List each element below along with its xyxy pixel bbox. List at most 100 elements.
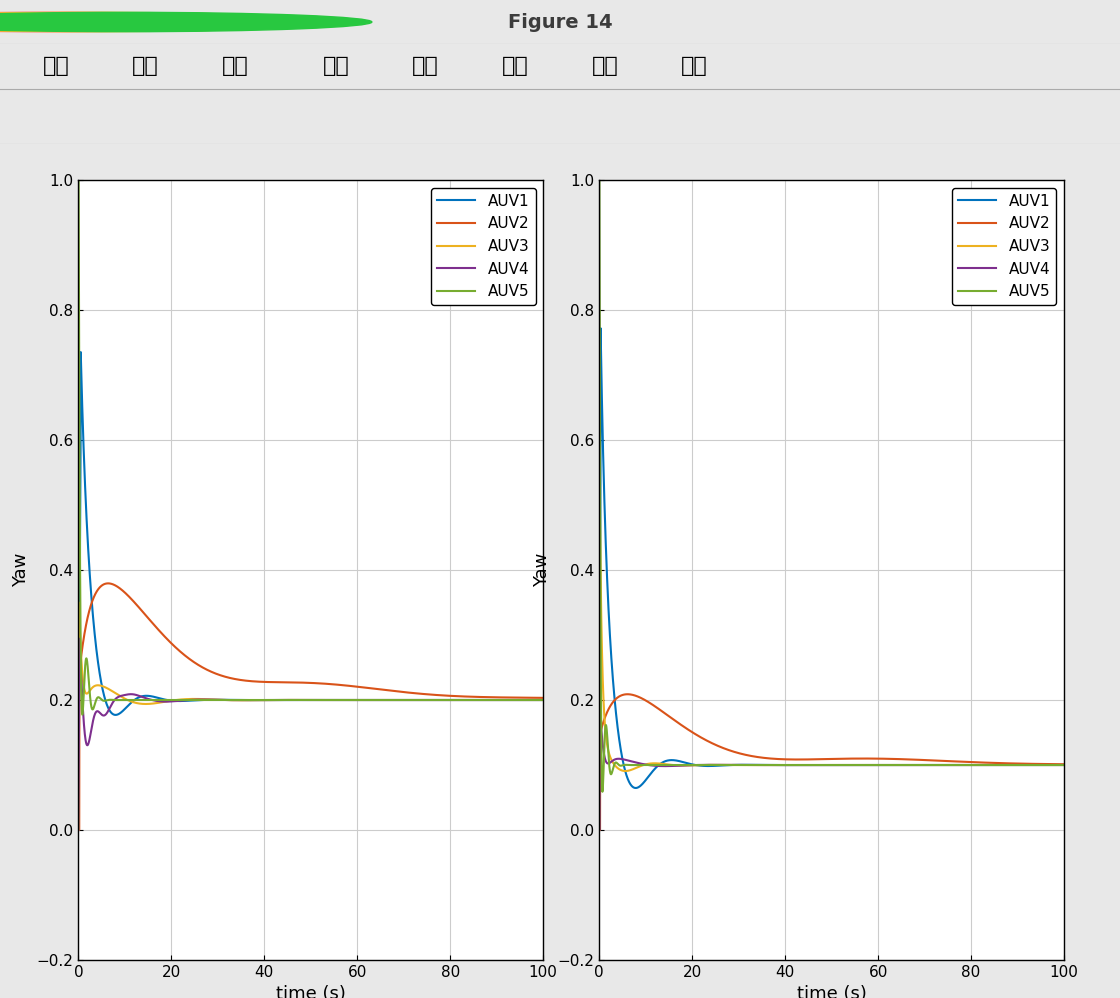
Y-axis label: Yaw: Yaw [532,553,551,587]
AUV1 [74,346,87,358]
AUV5 [1057,759,1071,771]
AUV4 [73,633,86,645]
Line: AUV3: AUV3 [78,603,543,830]
AUV5 [454,694,467,706]
AUV4 [592,701,606,713]
X-axis label: time (s): time (s) [276,985,346,998]
AUV2 [771,752,784,764]
AUV4 [419,694,432,706]
AUV4 [871,759,885,771]
AUV3 [250,695,263,707]
AUV3 [592,824,606,836]
AUV3 [871,759,885,771]
AUV3 [156,696,169,708]
Y-axis label: Yaw: Yaw [11,553,30,587]
AUV5 [536,694,550,706]
AUV4 [454,694,467,706]
AUV2 [940,755,953,767]
AUV4 [895,759,908,771]
AUV1 [592,824,606,836]
AUV2 [676,721,690,733]
AUV5 [974,759,988,771]
Line: AUV2: AUV2 [599,695,1064,830]
AUV5 [940,759,953,771]
Legend: AUV1, AUV2, AUV3, AUV4, AUV5: AUV1, AUV2, AUV3, AUV4, AUV5 [952,188,1056,305]
AUV1 [156,694,169,706]
AUV4 [536,694,550,706]
AUV2 [536,692,550,704]
X-axis label: time (s): time (s) [796,985,867,998]
AUV3 [940,759,953,771]
AUV1 [676,756,690,768]
AUV5 [771,759,784,771]
Circle shape [0,12,372,32]
AUV1 [536,694,550,706]
AUV3 [1057,759,1071,771]
AUV2 [871,752,885,764]
AUV1 [374,694,388,706]
AUV5 [419,694,432,706]
AUV5 [592,174,606,186]
AUV4 [374,694,388,706]
AUV3 [536,694,550,706]
Text: 文件: 文件 [43,57,69,77]
AUV5 [250,694,263,706]
AUV3 [771,759,784,771]
Text: 工具: 工具 [412,57,439,77]
AUV2 [620,689,634,701]
AUV1 [1057,759,1071,771]
Line: AUV1: AUV1 [78,352,543,830]
AUV1 [250,694,263,706]
AUV1 [594,322,607,334]
AUV1 [419,694,432,706]
AUV4 [592,824,606,836]
AUV5 [596,785,609,797]
AUV2 [454,691,467,703]
Text: 桌面: 桌面 [502,57,529,77]
AUV5 [75,709,88,721]
AUV5 [871,759,885,771]
AUV4 [676,759,690,771]
Circle shape [0,12,333,32]
AUV1 [895,759,908,771]
Text: 帮助: 帮助 [681,57,708,77]
Text: 查看: 查看 [222,57,249,77]
AUV1 [454,694,467,706]
Text: 插入: 插入 [323,57,349,77]
AUV3 [676,759,690,771]
Line: AUV1: AUV1 [599,328,1064,830]
Legend: AUV1, AUV2, AUV3, AUV4, AUV5: AUV1, AUV2, AUV3, AUV4, AUV5 [431,188,535,305]
AUV1 [771,759,784,771]
AUV2 [419,689,432,701]
Line: AUV5: AUV5 [78,180,543,715]
AUV2 [250,676,263,688]
AUV4 [72,824,85,836]
Line: AUV4: AUV4 [599,707,1064,830]
AUV3 [592,479,606,491]
AUV3 [419,694,432,706]
Circle shape [0,12,293,32]
AUV5 [351,694,364,706]
Text: 窗口: 窗口 [591,57,618,77]
AUV2 [72,824,85,836]
AUV5 [895,759,908,771]
AUV1 [974,759,988,771]
AUV2 [374,684,388,696]
AUV3 [351,694,364,706]
AUV4 [940,759,953,771]
AUV5 [374,694,388,706]
AUV3 [72,597,85,609]
AUV1 [72,824,85,836]
AUV2 [101,578,114,590]
AUV4 [1057,759,1071,771]
Line: AUV5: AUV5 [599,180,1064,791]
AUV3 [454,694,467,706]
Text: Figure 14: Figure 14 [507,13,613,32]
AUV2 [156,629,169,641]
Line: AUV3: AUV3 [599,485,1064,830]
Text: 编辑: 编辑 [132,57,159,77]
AUV1 [940,759,953,771]
AUV2 [1057,758,1071,770]
AUV1 [871,759,885,771]
AUV4 [974,759,988,771]
